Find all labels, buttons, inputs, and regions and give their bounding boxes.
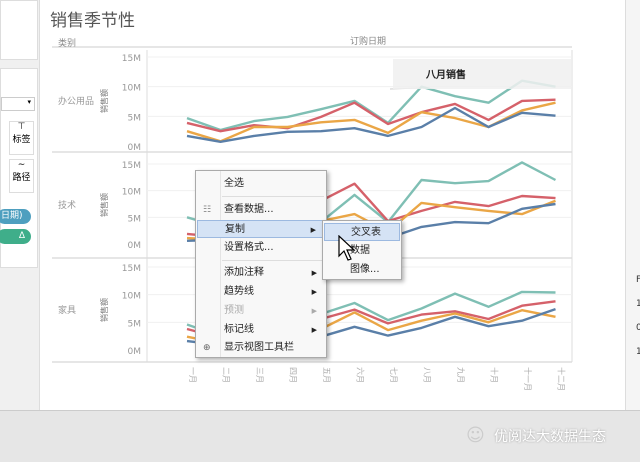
watermark: 优阅达大数据生态: [494, 429, 606, 445]
path-icon: ∼: [17, 160, 26, 170]
label-icon: ⊤: [17, 122, 26, 132]
menu-item-forecast: 预测 ▶: [197, 302, 325, 320]
category-label: 技术: [58, 199, 76, 211]
x-tick-label: 六月: [356, 367, 366, 383]
y-axis-label: 销售额: [99, 298, 109, 322]
right-panel-text: F 1 0 1: [636, 268, 640, 364]
row-header: 类别: [58, 39, 77, 49]
table-icon: ☷: [203, 205, 212, 215]
menu-item-annotate[interactable]: 添加注释 ▶: [197, 264, 325, 282]
annotation-text: 八月销售: [426, 70, 466, 81]
y-tick-label: 5M: [128, 113, 142, 123]
series-line: [186, 79, 556, 132]
label-text: 标签: [12, 135, 31, 145]
menu-item-view-data[interactable]: ☷ 查看数据...: [197, 201, 325, 219]
path-button[interactable]: ∼ 路径: [9, 159, 34, 193]
x-tick-label: 七月: [389, 367, 398, 383]
x-tick-label: 九月: [456, 367, 465, 383]
status-area: ☺ 优阅达大数据生态: [0, 410, 640, 462]
column-header: 订购日期: [350, 37, 387, 47]
zoom-icon: ⊕: [203, 343, 211, 353]
menu-item-select-all[interactable]: 全选: [224, 178, 244, 189]
x-tick-label: 一月: [188, 367, 197, 383]
y-tick-label: 15M: [122, 161, 141, 171]
pages-shelf: [0, 0, 38, 60]
y-tick-label: 5M: [128, 214, 142, 224]
left-sidebar: ▾ ⊤ 标签 ∼ 路径 日期) Δ: [0, 0, 40, 410]
y-tick-label: 5M: [128, 319, 142, 329]
path-text: 路径: [12, 173, 31, 183]
y-tick-label: 0M: [128, 143, 142, 153]
x-tick-label: 十月: [490, 367, 500, 383]
y-tick-label: 10M: [122, 84, 141, 94]
marks-card: ▾ ⊤ 标签 ∼ 路径 日期) Δ: [0, 68, 38, 268]
right-char: 1: [636, 347, 640, 357]
category-label: 家具: [58, 304, 76, 316]
series-line: [186, 106, 556, 144]
submenu-arrow-icon: ▶: [311, 326, 317, 334]
mouse-cursor-icon: [338, 235, 356, 261]
submenu-arrow-icon: ▶: [311, 269, 317, 277]
x-tick-label: 五月: [322, 367, 331, 383]
right-panel: F 1 0 1: [625, 0, 640, 410]
context-menu: 全选 ☷ 查看数据... 复制 ▶ 设置格式... 添加注释 ▶ 趋势线 ▶ 预测 ▶ 标…: [195, 170, 327, 358]
y-tick-label: 0M: [128, 241, 142, 251]
y-tick-label: 0M: [128, 347, 142, 357]
right-char: 1: [636, 299, 640, 309]
y-tick-label: 10M: [122, 188, 141, 198]
y-tick-label: 15M: [122, 54, 141, 64]
wechat-icon: ☺: [466, 425, 485, 446]
x-tick-label: 十二月: [557, 367, 567, 391]
delta-pill[interactable]: Δ: [0, 229, 31, 244]
date-pill[interactable]: 日期): [0, 209, 31, 224]
submenu-item-crosstab[interactable]: 交叉表: [324, 223, 400, 241]
menu-item-format[interactable]: 设置格式...: [224, 242, 274, 253]
x-tick-label: 八月: [423, 367, 432, 383]
x-tick-label: 三月: [255, 367, 264, 383]
menu-item-reference-lines[interactable]: 标记线 ▶: [197, 321, 325, 339]
x-tick-label: 二月: [222, 367, 231, 383]
label-button[interactable]: ⊤ 标签: [9, 121, 34, 155]
category-label: 办公用品: [58, 95, 94, 107]
submenu-arrow-icon: ▶: [311, 288, 317, 296]
submenu-arrow-icon: ▶: [310, 226, 316, 234]
menu-item-show-toolbar[interactable]: ⊕ 显示视图工具栏: [197, 339, 325, 357]
y-axis-label: 销售额: [99, 193, 109, 217]
copy-submenu: 交叉表 数据 图像...: [322, 220, 402, 280]
annotation-box[interactable]: 八月销售: [393, 59, 571, 89]
menu-item-copy[interactable]: 复制 ▶: [197, 220, 325, 238]
y-tick-label: 15M: [122, 264, 141, 274]
mark-type-dropdown[interactable]: ▾: [1, 97, 35, 111]
submenu-arrow-icon: ▶: [311, 307, 317, 315]
submenu-item-data[interactable]: 数据: [350, 245, 370, 256]
right-char: 0: [636, 323, 640, 333]
right-char: F: [636, 275, 640, 285]
series-line: [186, 98, 556, 133]
x-tick-label: 四月: [289, 367, 298, 383]
y-axis-label: 销售额: [99, 89, 109, 113]
x-tick-label: 十一月: [523, 367, 533, 391]
submenu-item-image[interactable]: 图像...: [350, 264, 380, 275]
sheet-title: 销售季节性: [50, 11, 135, 31]
menu-item-trend-lines[interactable]: 趋势线 ▶: [197, 283, 325, 301]
y-tick-label: 10M: [122, 292, 141, 302]
